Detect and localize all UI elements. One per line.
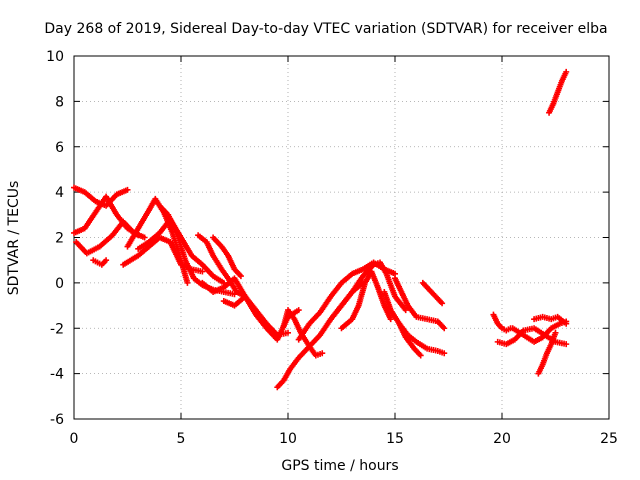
data-point-marker xyxy=(563,320,570,327)
x-tick-label: 15 xyxy=(386,431,404,447)
x-tick-label: 25 xyxy=(600,431,618,447)
series-arc-10 xyxy=(210,234,244,280)
axis-ticks xyxy=(73,55,610,420)
grid xyxy=(74,56,609,419)
series-arc-21 xyxy=(419,279,446,307)
data-point-marker xyxy=(124,186,131,193)
data-point-marker xyxy=(441,350,448,357)
data-point-marker xyxy=(141,234,148,241)
data-point-marker xyxy=(563,68,570,75)
data-point-marker xyxy=(552,329,559,336)
series-arc-3 xyxy=(73,218,148,257)
data-point-marker xyxy=(295,307,302,314)
series-arc-26 xyxy=(535,329,559,377)
series-arc-16 xyxy=(327,259,409,323)
series-arc-17 xyxy=(338,268,394,332)
data-point-marker xyxy=(319,350,326,357)
data-point-marker xyxy=(184,279,191,286)
data-point-marker xyxy=(563,341,570,348)
series-arc-12 xyxy=(220,293,302,343)
series-arc-25 xyxy=(531,313,570,327)
series-arc-24 xyxy=(509,318,570,345)
y-tick-label: -2 xyxy=(50,321,64,337)
series-arc-1 xyxy=(71,184,131,209)
series-arc-4 xyxy=(90,257,110,268)
x-tick-label: 10 xyxy=(279,431,297,447)
data-point-marker xyxy=(387,316,394,323)
tick-labels: 0 5 10 15 20 25 -6 -4 -2 0 2 4 6 8 10 xyxy=(46,49,618,447)
data-point-marker xyxy=(103,257,110,264)
x-tick-label: 0 xyxy=(70,431,79,447)
series-arc-7 xyxy=(135,216,227,286)
series-arc-18 xyxy=(392,275,448,332)
y-tick-label: 10 xyxy=(46,49,64,65)
x-tick-label: 20 xyxy=(493,431,511,447)
data-point-marker xyxy=(199,268,206,275)
y-tick-label: 4 xyxy=(55,185,64,201)
y-tick-label: 6 xyxy=(55,140,64,156)
series-arc-11 xyxy=(199,275,291,339)
y-tick-label: 0 xyxy=(55,276,64,292)
series-arc-20 xyxy=(396,320,424,359)
data-point-marker xyxy=(441,325,448,332)
y-tick-label: -6 xyxy=(50,412,64,428)
y-tick-label: 8 xyxy=(55,94,64,110)
chart-title: Day 268 of 2019, Sidereal Day-to-day VTE… xyxy=(44,21,607,37)
x-axis-title: GPS time / hours xyxy=(281,458,398,474)
y-tick-label: -4 xyxy=(50,367,64,383)
y-tick-label: 2 xyxy=(55,231,64,247)
data-point-marker xyxy=(402,307,409,314)
data-points xyxy=(71,68,570,391)
data-point-marker xyxy=(439,300,446,307)
data-point-marker xyxy=(417,352,424,359)
y-axis-title: SDTVAR / TECUs xyxy=(6,181,22,296)
series-arc-22 xyxy=(490,311,514,334)
series-arc-27 xyxy=(546,68,570,116)
x-tick-label: 5 xyxy=(177,431,186,447)
data-point-marker xyxy=(237,273,244,280)
data-point-marker xyxy=(285,329,291,336)
